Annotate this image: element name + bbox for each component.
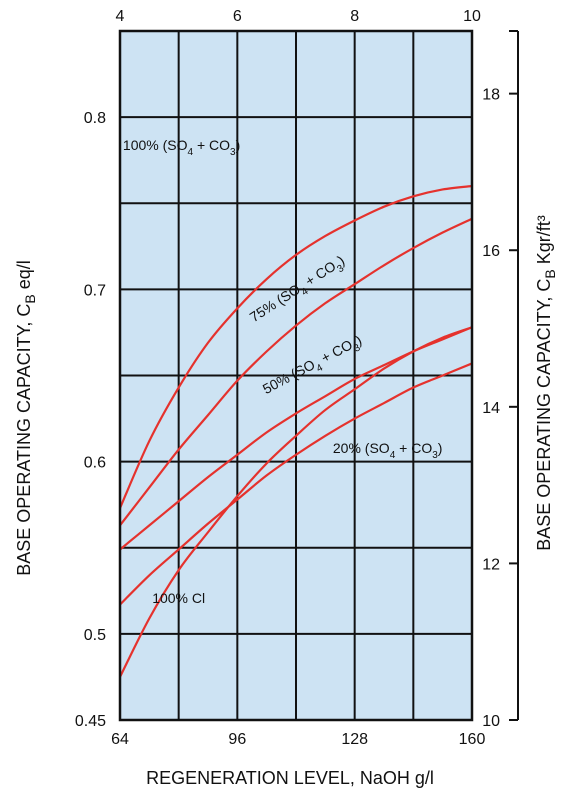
y-left-tick-label: 0.8 [84,110,106,127]
tick-labels: 64 96 128 160 4 6 8 10 0.45 0.5 0.6 0.7 0.8 10 12 14 16 1… [75,8,500,748]
plot-border [118,29,474,722]
y-right-axis-title-sub: B [542,269,558,278]
x-tick-label: 64 [111,731,129,748]
y-left-axis-title-main: BASE OPERATING CAPACITY, C [14,304,34,576]
x-top-tick-label: 8 [350,8,359,25]
y-left-tick-label: 0.7 [84,282,106,299]
y-right-axis-title-unit: Kgr/ft³ [534,215,554,269]
y-left-axis-title-unit: eq/l [14,260,34,294]
y-left-tick-label: 0.5 [84,627,106,644]
y-left-tick-label: 0.45 [75,713,106,730]
series-line-4 [119,362,473,606]
curve-label-1: 100% (SO4 + CO3) [123,137,240,158]
series-line-1 [118,184,473,509]
curves [118,184,473,678]
grid-lines [119,31,473,720]
x-axis-title: REGENERATION LEVEL, NaOH g/l [146,768,434,788]
x-tick-label: 160 [459,731,486,748]
series-line-5 [119,326,473,678]
y-right-tick-label: 12 [482,556,500,573]
curve-label-4: 20% (SO4 + CO3) [333,440,443,461]
x-tick-label: 96 [228,731,246,748]
x-top-tick-label: 6 [233,8,242,25]
y-right-tick-label: 18 [482,87,500,104]
y-right-tick-label: 16 [482,243,500,260]
y-left-tick-label: 0.6 [84,455,106,472]
y-right-axis-title: BASE OPERATING CAPACITY, CB Kgr/ft³ [534,215,558,550]
y-right-tick-label: 10 [482,713,500,730]
y-left-axis-title: BASE OPERATING CAPACITY, CB eq/l [14,260,38,575]
y-right-tick-label: 14 [482,400,500,417]
series-line-2 [119,217,473,527]
x-top-tick-label: 10 [463,8,481,25]
x-top-tick-label: 4 [116,8,125,25]
x-tick-label: 128 [341,731,368,748]
axes [118,29,519,722]
y-right-axis-title-main: BASE OPERATING CAPACITY, C [534,279,554,551]
y-left-axis-title-sub: B [22,294,38,303]
curve-label-5: 100% Cl [152,590,205,606]
